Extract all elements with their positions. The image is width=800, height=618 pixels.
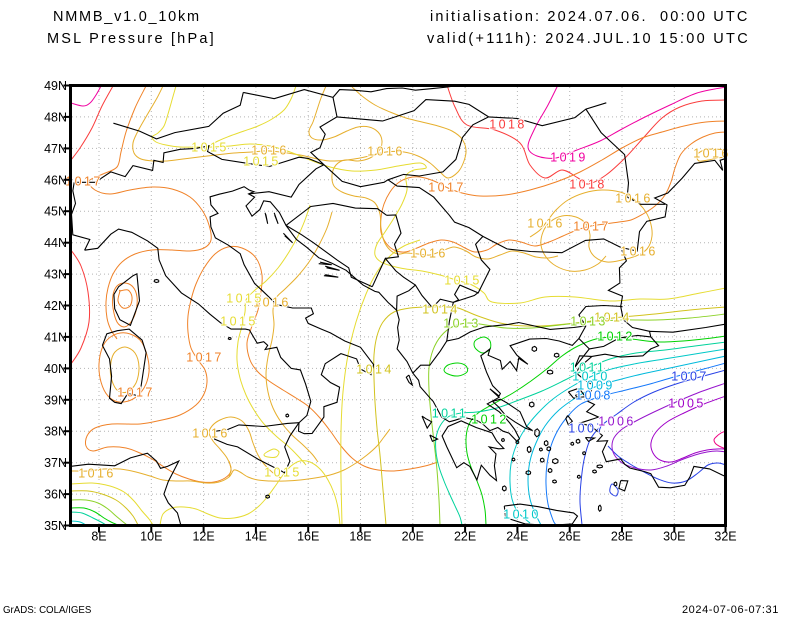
- svg-text:1015: 1015: [444, 274, 481, 288]
- svg-text:1007: 1007: [568, 422, 605, 436]
- svg-text:1017: 1017: [65, 175, 102, 189]
- svg-text:1014: 1014: [594, 311, 631, 325]
- svg-text:40N: 40N: [44, 362, 67, 376]
- svg-text:1014: 1014: [422, 303, 459, 317]
- svg-text:38N: 38N: [44, 425, 67, 439]
- svg-text:1016: 1016: [253, 296, 290, 310]
- svg-text:1019: 1019: [550, 151, 587, 165]
- svg-text:46N: 46N: [44, 173, 67, 187]
- svg-text:1017: 1017: [186, 351, 223, 365]
- svg-text:1016: 1016: [527, 217, 564, 231]
- svg-text:1011: 1011: [432, 407, 468, 421]
- svg-text:1016: 1016: [78, 467, 115, 481]
- svg-text:1015: 1015: [264, 466, 301, 480]
- svg-text:1013: 1013: [570, 315, 607, 329]
- svg-text:valid(+111h): 2024.JUL.10 15:0: valid(+111h): 2024.JUL.10 15:00 UTC: [427, 31, 750, 47]
- svg-text:1008: 1008: [575, 389, 612, 403]
- svg-text:10E: 10E: [140, 530, 162, 544]
- svg-text:GrADS: COLA/IGES: GrADS: COLA/IGES: [3, 605, 92, 616]
- svg-text:22E: 22E: [454, 530, 476, 544]
- svg-text:1016: 1016: [251, 144, 288, 158]
- svg-text:2024-07-06-07:31: 2024-07-06-07:31: [682, 604, 779, 616]
- svg-text:43N: 43N: [44, 268, 67, 282]
- svg-text:16E: 16E: [297, 530, 319, 544]
- svg-text:1012: 1012: [471, 413, 508, 427]
- svg-text:MSL Pressure [hPa]: MSL Pressure [hPa]: [47, 31, 216, 47]
- svg-text:1011: 1011: [570, 361, 606, 375]
- svg-text:18E: 18E: [349, 530, 371, 544]
- svg-text:41N: 41N: [44, 330, 67, 344]
- svg-text:1017: 1017: [117, 386, 154, 400]
- svg-text:28E: 28E: [611, 530, 633, 544]
- svg-text:1005: 1005: [668, 397, 705, 411]
- svg-text:1010: 1010: [572, 370, 609, 384]
- svg-text:49N: 49N: [44, 79, 67, 93]
- svg-text:32E: 32E: [714, 530, 736, 544]
- svg-text:1016: 1016: [192, 427, 229, 441]
- svg-text:45N: 45N: [44, 205, 67, 219]
- svg-text:initialisation: 2024.07.06. 0: initialisation: 2024.07.06. 00:00 UTC: [430, 9, 749, 25]
- svg-text:35N: 35N: [44, 519, 67, 533]
- svg-text:1014: 1014: [356, 363, 393, 377]
- svg-text:1016: 1016: [620, 245, 657, 259]
- svg-text:14E: 14E: [245, 530, 267, 544]
- svg-text:1016: 1016: [367, 145, 404, 159]
- svg-text:1017: 1017: [573, 220, 610, 234]
- svg-text:30E: 30E: [663, 530, 685, 544]
- svg-text:37N: 37N: [44, 456, 67, 470]
- svg-text:36N: 36N: [44, 488, 67, 502]
- svg-text:8E: 8E: [91, 530, 106, 544]
- svg-text:1015: 1015: [226, 292, 263, 306]
- svg-text:24E: 24E: [506, 530, 528, 544]
- svg-text:20E: 20E: [402, 530, 424, 544]
- svg-text:1010: 1010: [503, 508, 540, 522]
- svg-text:44N: 44N: [44, 236, 67, 250]
- svg-text:1012: 1012: [597, 330, 634, 344]
- svg-text:48N: 48N: [44, 110, 67, 124]
- svg-text:39N: 39N: [44, 393, 67, 407]
- svg-text:1018: 1018: [489, 118, 526, 132]
- svg-text:1015: 1015: [243, 155, 280, 169]
- svg-text:1016: 1016: [615, 192, 652, 206]
- svg-text:1013: 1013: [443, 317, 480, 331]
- svg-text:1015: 1015: [220, 315, 257, 329]
- svg-text:47N: 47N: [44, 142, 67, 156]
- svg-text:1016: 1016: [693, 147, 730, 161]
- svg-text:1015: 1015: [191, 141, 228, 155]
- svg-text:1006: 1006: [598, 415, 635, 429]
- svg-text:42N: 42N: [44, 299, 67, 313]
- svg-text:1009: 1009: [577, 379, 614, 393]
- svg-text:12E: 12E: [192, 530, 214, 544]
- svg-text:1018: 1018: [569, 178, 606, 192]
- svg-text:1017: 1017: [428, 181, 465, 195]
- svg-text:1007: 1007: [671, 370, 708, 384]
- svg-text:NMMB_v1.0_10km: NMMB_v1.0_10km: [53, 9, 201, 25]
- svg-text:1016: 1016: [410, 247, 447, 261]
- svg-text:26E: 26E: [559, 530, 581, 544]
